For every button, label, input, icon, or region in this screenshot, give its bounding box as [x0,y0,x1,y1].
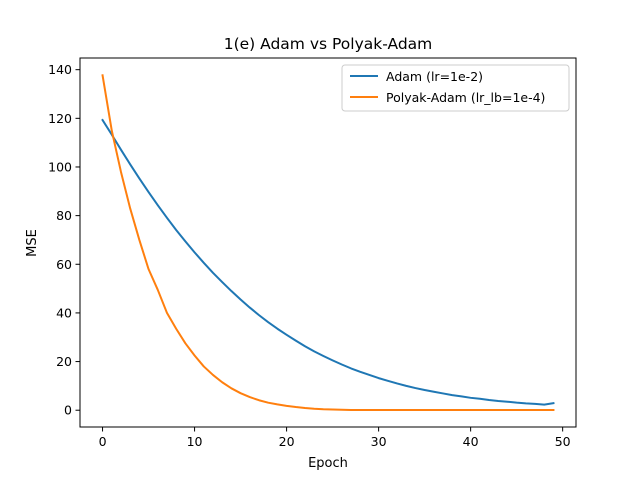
series-line-1 [101,74,555,411]
y-tick-label-20: 20 [56,354,72,369]
x-tick-label-50: 50 [555,434,571,449]
y-tick-label-0: 0 [64,403,72,418]
y-tick-label-120: 120 [48,111,72,126]
y-axis-label: MSE [25,229,40,257]
y-tick-label-40: 40 [56,305,72,320]
x-tick-label-10: 10 [187,434,203,449]
legend-label-polyak-adam: Polyak-Adam (lr_lb=1e-4) [386,90,545,105]
y-tick-label-80: 80 [56,208,72,223]
x-tick-label-40: 40 [463,434,479,449]
plot-area: 0 10 20 30 40 50 0 20 40 60 80 100 120 140 [48,62,571,449]
legend-box [341,64,570,112]
y-tick-label-100: 100 [48,159,72,174]
series-line-0 [101,118,555,406]
legend: Adam (lr=1e-2) Polyak-Adam (lr_lb=1e-4) [341,64,570,112]
legend-label-adam: Adam (lr=1e-2) [386,69,483,84]
chart-title: 1(e) Adam vs Polyak-Adam [224,35,433,53]
axes-frame [79,57,577,428]
x-tick-label-30: 30 [371,434,387,449]
y-tick-label-60: 60 [56,257,72,272]
y-tick-label-140: 140 [48,62,72,77]
x-tick-label-20: 20 [279,434,295,449]
x-tick-label-0: 0 [99,434,107,449]
x-axis-label: Epoch [308,456,348,471]
